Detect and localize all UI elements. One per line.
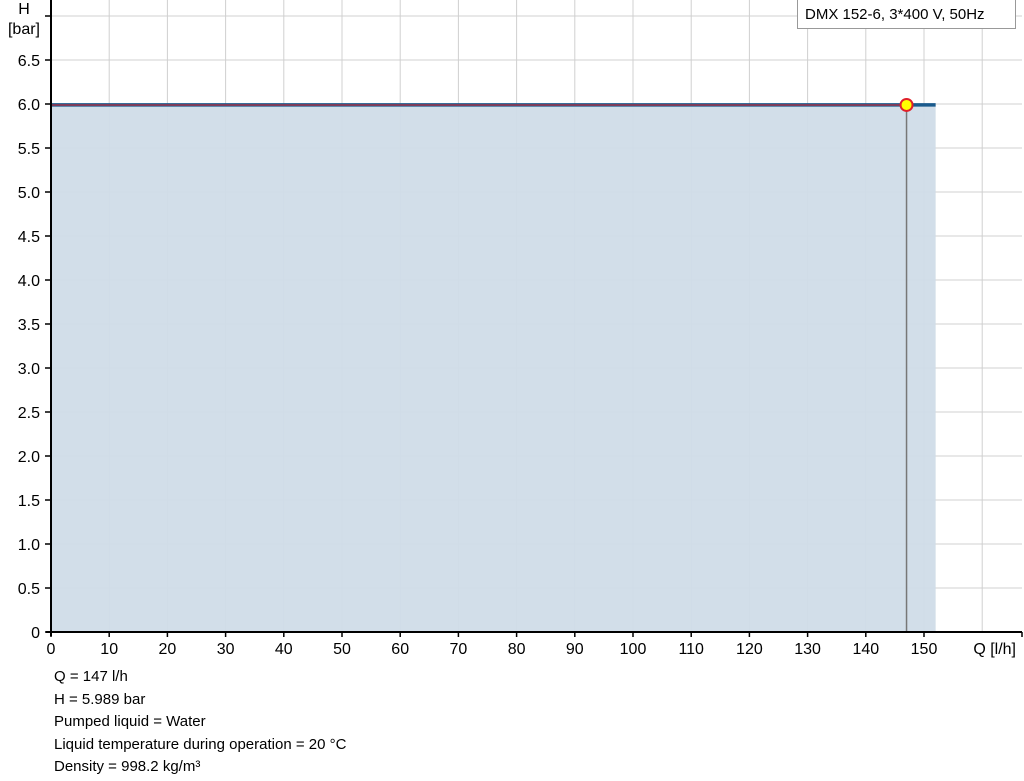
x-tick-label: 30 xyxy=(217,641,235,658)
x-tick-label: 100 xyxy=(620,641,647,658)
x-tick-label: 20 xyxy=(159,641,177,658)
y-tick-label: 3.0 xyxy=(18,361,40,378)
info-flow: Q = 147 l/h xyxy=(54,668,128,685)
y-tick-label: 5.5 xyxy=(18,141,40,158)
y-tick-label: 1.5 xyxy=(18,493,40,510)
info-head: H = 5.989 bar xyxy=(54,690,146,708)
curve-area-fill xyxy=(51,104,936,632)
y-tick-label: 4.0 xyxy=(18,273,40,290)
x-tick-label: 150 xyxy=(911,641,938,658)
x-tick-label: 80 xyxy=(508,641,526,658)
info-liquid: Pumped liquid = Water xyxy=(54,713,206,730)
y-tick-label: 4.5 xyxy=(18,229,40,246)
x-axis-label: Q [l/h] xyxy=(973,641,1016,658)
y-tick-label: 3.5 xyxy=(18,317,40,334)
x-tick-label: 90 xyxy=(566,641,584,658)
y-axis-unit: [bar] xyxy=(8,21,40,38)
info-temperature: Liquid temperature during operation = 20… xyxy=(54,735,347,753)
y-tick-label: 2.0 xyxy=(18,449,40,466)
y-tick-label: 5.0 xyxy=(18,185,40,202)
y-tick-label: 0.5 xyxy=(18,581,40,598)
y-tick-label: 0 xyxy=(31,625,40,642)
x-tick-label: 40 xyxy=(275,641,293,658)
y-axis-label: H xyxy=(18,1,30,18)
x-tick-label: 50 xyxy=(333,641,351,658)
x-tick-label: 60 xyxy=(391,641,409,658)
y-tick-label: 6.0 xyxy=(18,97,40,114)
duty-point-info: Q = 147 l/h H = 5.989 bar Pumped liquid … xyxy=(54,666,346,779)
y-tick-label: 1.0 xyxy=(18,537,40,554)
x-tick-label: 140 xyxy=(852,641,879,658)
info-density: Density = 998.2 kg/m³ xyxy=(54,758,201,775)
x-tick-label: 10 xyxy=(100,641,118,658)
x-tick-label: 120 xyxy=(736,641,763,658)
duty-point-marker xyxy=(899,97,914,112)
x-tick-label: 0 xyxy=(47,641,56,658)
x-tick-label: 70 xyxy=(450,641,468,658)
y-tick-label: 6.5 xyxy=(18,53,40,70)
x-tick-label: 110 xyxy=(678,641,704,658)
y-tick-label: 2.5 xyxy=(18,405,40,422)
x-tick-label: 130 xyxy=(794,641,821,658)
legend: DMX 152-6, 3*400 V, 50Hz xyxy=(797,0,1016,29)
